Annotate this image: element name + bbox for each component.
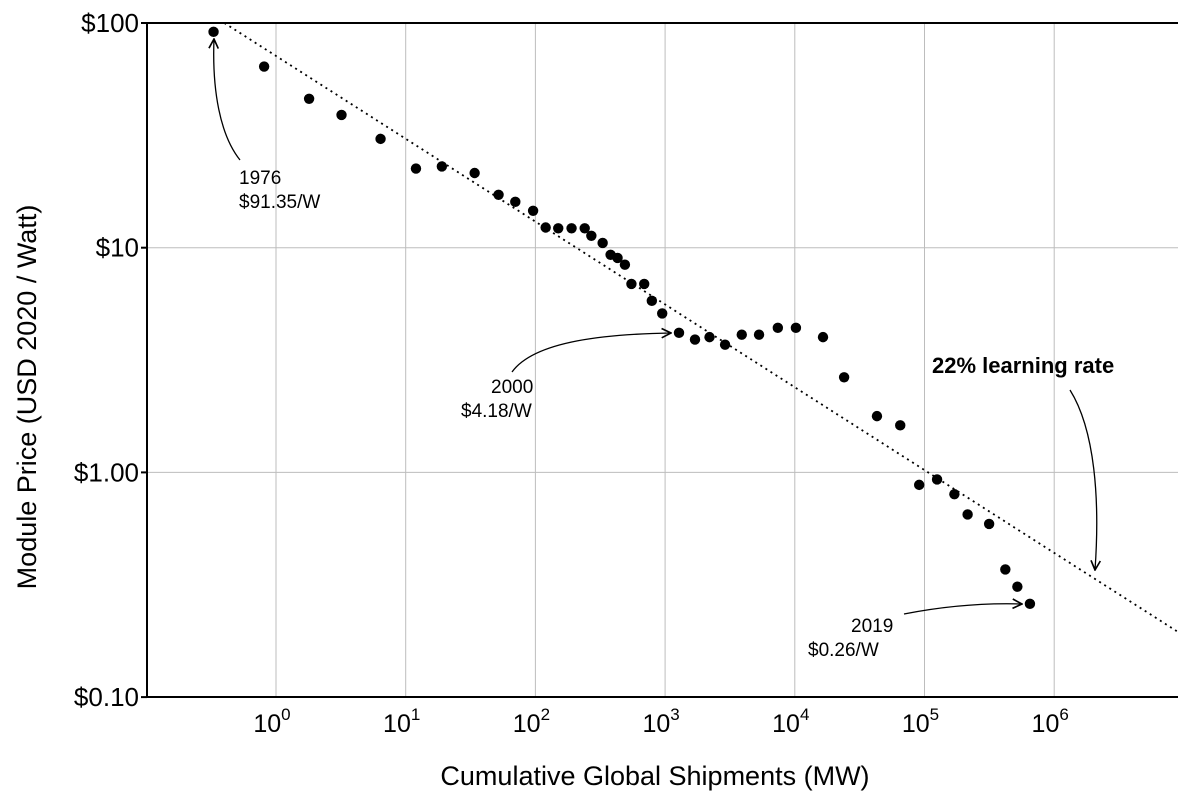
data-point — [790, 322, 802, 334]
learning-rate-label: 22% learning rate — [932, 353, 1114, 378]
annotation-arrow-1976 — [214, 39, 241, 161]
x-tick-label: 104 — [772, 705, 809, 738]
data-point — [303, 93, 315, 104]
x-tick-label: 102 — [513, 705, 550, 738]
data-point — [553, 223, 564, 234]
x-tick-label: 103 — [642, 705, 679, 738]
data-point — [638, 278, 650, 290]
data-point — [983, 518, 995, 530]
data-point — [597, 237, 608, 249]
data-point — [579, 223, 590, 234]
y-tick-label: $10 — [96, 233, 139, 263]
data-point — [586, 230, 597, 241]
data-point — [949, 488, 960, 500]
data-point — [673, 327, 685, 339]
y-tick-label: $1.00 — [74, 457, 139, 487]
data-point — [817, 331, 829, 343]
annotation-2019-price: $0.26/W — [808, 640, 879, 661]
data-point — [436, 161, 448, 172]
annotation-2000-price: $4.18/W — [461, 401, 532, 422]
data-point — [736, 329, 747, 340]
data-point — [208, 26, 219, 38]
data-point — [871, 410, 883, 422]
annotation-arrow-2000 — [511, 333, 671, 373]
data-point — [258, 61, 270, 72]
x-tick-label: 106 — [1032, 705, 1069, 738]
data-point — [375, 133, 386, 145]
annotation-2019-year: 2019 — [851, 616, 893, 637]
data-point — [1024, 598, 1036, 610]
x-axis-title: Cumulative Global Shipments (MW) — [440, 761, 869, 791]
data-point — [540, 222, 551, 233]
data-point — [704, 331, 715, 343]
annotation-1976-price: $91.35/W — [239, 192, 320, 213]
data-point — [838, 372, 850, 383]
data-point — [931, 474, 943, 485]
data-point — [753, 329, 765, 340]
learning-rate-arrow — [1069, 389, 1097, 570]
y-tick-label: $100 — [81, 8, 139, 38]
data-point — [657, 308, 668, 319]
data-point — [1000, 564, 1011, 575]
data-point — [410, 163, 422, 174]
annotations: 1976 $91.35/W 2000 $4.18/W 2019 $0.26/W … — [214, 39, 1114, 661]
data-point — [689, 334, 701, 345]
data-point — [493, 189, 504, 200]
x-tick-label: 100 — [253, 705, 290, 738]
x-tick-label: 101 — [383, 705, 420, 738]
annotation-arrow-2019 — [903, 604, 1022, 615]
data-point — [527, 205, 539, 216]
data-point — [895, 420, 906, 431]
data-point — [646, 295, 658, 307]
data-point — [913, 479, 925, 491]
trendline — [223, 22, 1178, 633]
annotation-2000-year: 2000 — [491, 377, 533, 398]
data-point — [1012, 581, 1023, 592]
data-points — [208, 26, 1036, 610]
data-point — [469, 167, 480, 179]
data-point — [772, 322, 784, 334]
grid — [147, 23, 1178, 697]
annotation-1976-year: 1976 — [239, 168, 281, 189]
data-point — [719, 339, 731, 350]
data-point — [566, 223, 577, 234]
data-point — [619, 259, 631, 270]
y-axis-title: Module Price (USD 2020 / Watt) — [12, 205, 42, 590]
axes: $100 $10 $1.00 $0.10 100 101 102 103 104 105 106 — [74, 8, 1178, 738]
data-point — [612, 252, 623, 264]
data-point — [336, 109, 347, 121]
y-tick-label: $0.10 — [74, 682, 139, 712]
data-point — [962, 509, 973, 520]
data-point — [510, 196, 521, 208]
data-point — [626, 278, 637, 290]
trend-line — [223, 22, 1178, 633]
x-tick-label: 105 — [902, 705, 939, 738]
